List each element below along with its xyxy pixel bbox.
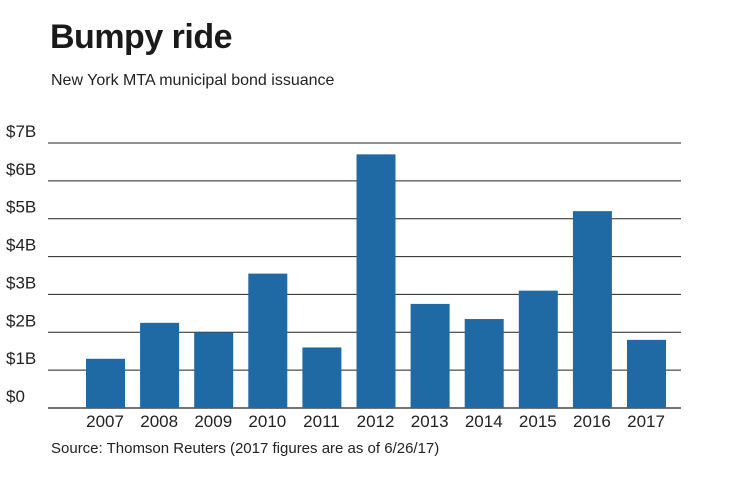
x-tick-label-2012: 2012 [357,412,395,431]
x-tick-label-2009: 2009 [194,412,232,431]
x-tick-label-2015: 2015 [519,412,557,431]
bar-2007 [86,358,125,408]
bar-2010 [248,273,288,408]
bar-2012 [356,154,396,408]
x-tick-label-2017: 2017 [627,412,665,431]
y-tick-label-1: $1B [6,349,36,368]
x-tick-label-2013: 2013 [411,412,449,431]
source-note: Source: Thomson Reuters (2017 figures ar… [51,440,440,457]
x-tick-label-2007: 2007 [86,412,124,431]
bar-2009 [194,332,234,408]
bar-2014 [464,319,504,408]
x-tick-label-2014: 2014 [465,412,503,431]
y-tick-label-5: $5B [6,198,36,217]
bar-2016 [572,211,612,408]
x-tick-label-2016: 2016 [573,412,611,431]
y-tick-label-7: $7B [6,122,36,141]
y-tick-label-0: $0 [6,387,25,406]
y-tick-label-6: $6B [6,160,36,179]
x-tick-label-2008: 2008 [140,412,178,431]
chart-subtitle: New York MTA municipal bond issuance [51,72,335,89]
bars [86,154,666,408]
bar-2011 [302,347,342,408]
x-axis-labels: 2007 2008 2009 2010 2011 2012 2013 2014 2015 2016… [86,412,665,431]
x-tick-label-2010: 2010 [248,412,286,431]
bar-2008 [140,322,180,408]
chart-title: Bumpy ride [50,18,233,56]
y-tick-label-4: $4B [6,236,36,255]
y-axis-labels: $0 $1B $2B $3B $4B $5B $6B $7B [6,122,36,406]
bar-2013 [410,303,450,408]
y-tick-label-3: $3B [6,273,36,292]
bar-2015 [518,290,558,408]
bar-2017 [627,339,666,408]
x-tick-label-2011: 2011 [303,412,340,431]
y-tick-label-2: $2B [6,311,36,330]
